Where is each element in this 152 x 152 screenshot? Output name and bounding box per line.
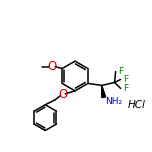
Text: O: O [48,60,57,73]
Text: O: O [59,88,68,101]
Text: NH₂: NH₂ [105,97,122,106]
Text: F: F [124,75,129,84]
Polygon shape [102,85,106,98]
Text: F: F [124,84,129,93]
Text: HCl: HCl [128,100,145,110]
Text: F: F [119,67,124,76]
